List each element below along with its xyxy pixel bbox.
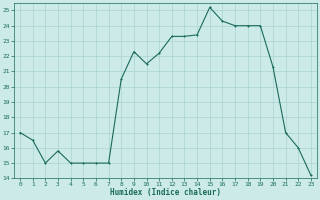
X-axis label: Humidex (Indice chaleur): Humidex (Indice chaleur) — [110, 188, 221, 197]
